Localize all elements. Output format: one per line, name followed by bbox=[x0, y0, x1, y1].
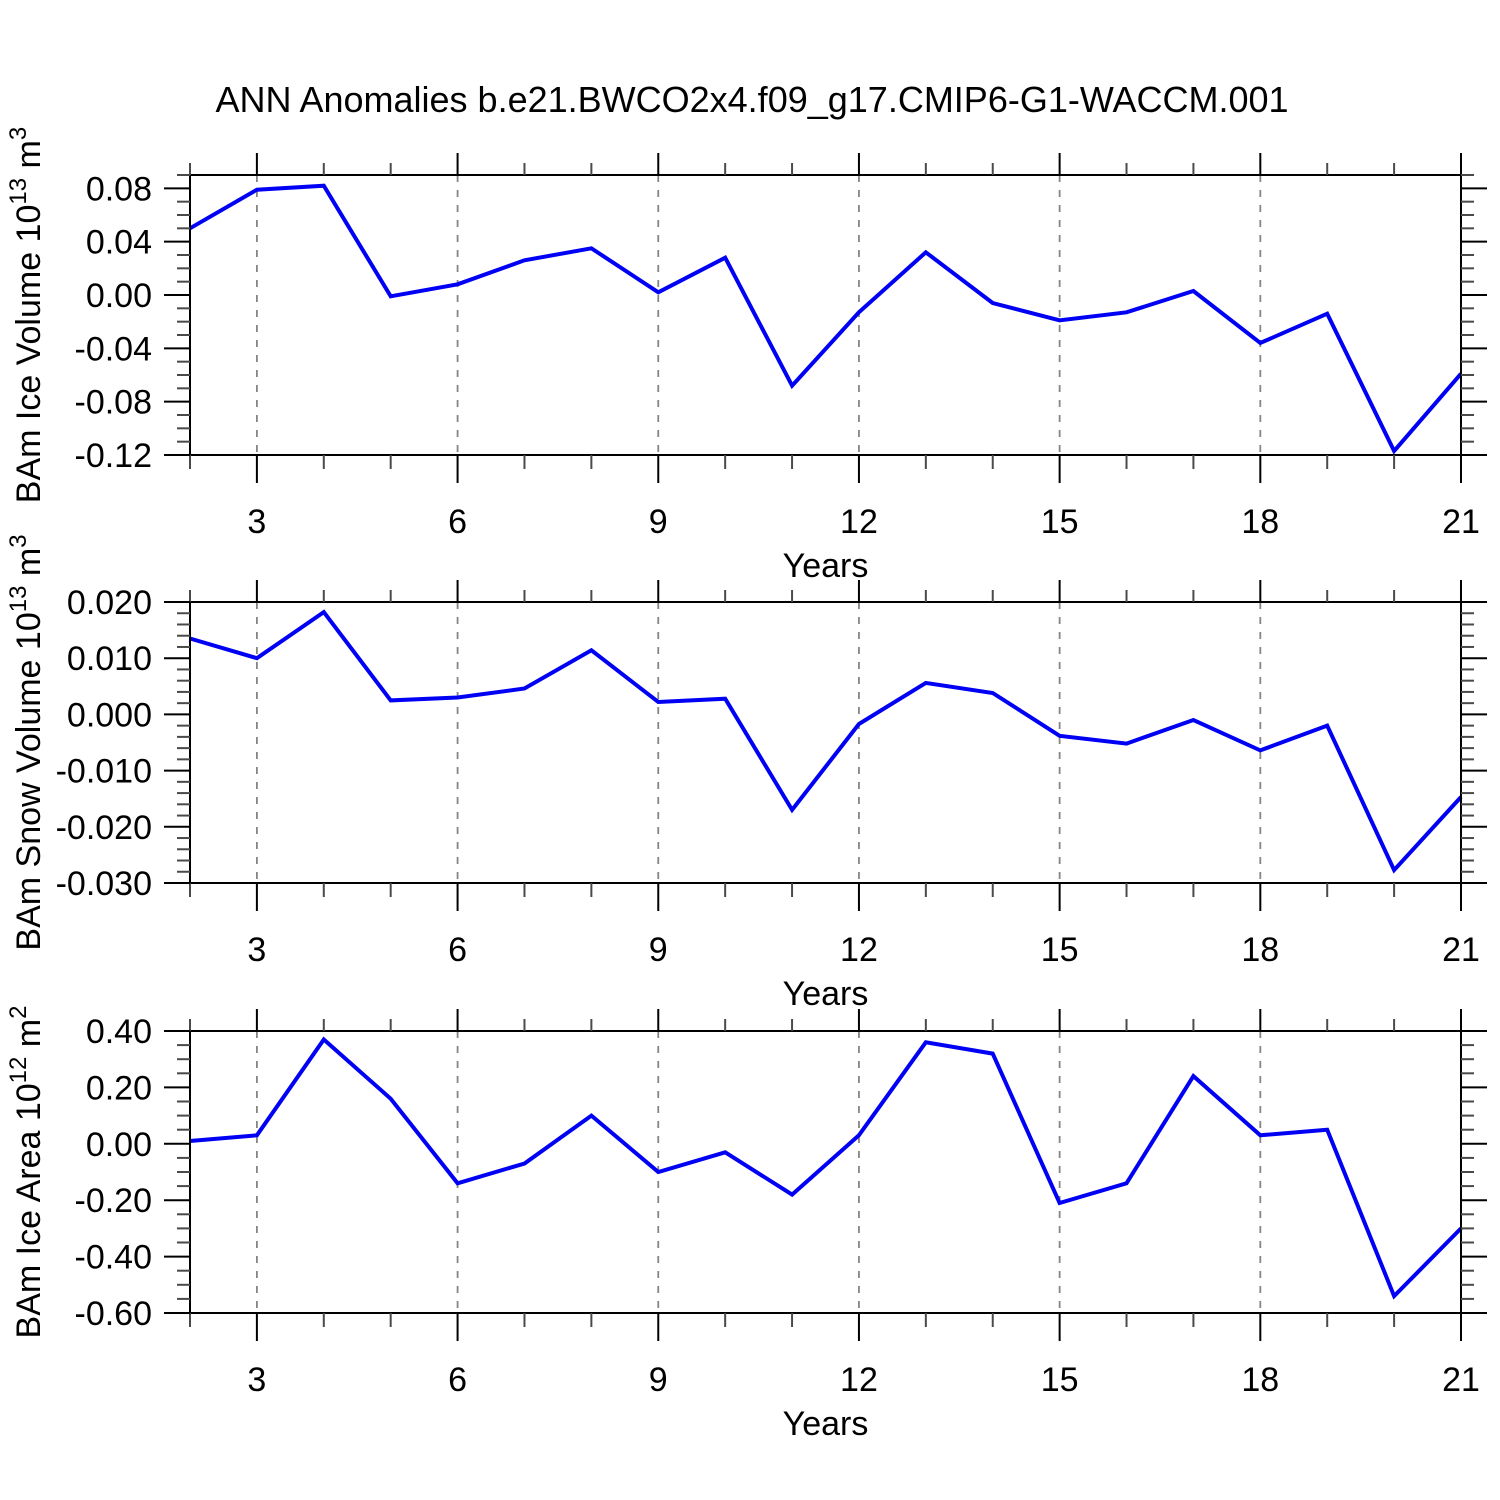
x-tick-label: 21 bbox=[1442, 503, 1480, 541]
y-tick-label: -0.04 bbox=[75, 330, 153, 368]
panel-snow-volume: 0.020 0.010 0.000 -0.010 -0.020 -0.030 3 6 9 12 15… bbox=[5, 534, 1487, 1013]
x-tick-label: 3 bbox=[247, 931, 266, 969]
y-tick-label: -0.08 bbox=[75, 384, 153, 422]
x-tick-label: 9 bbox=[649, 503, 668, 541]
x-tick-label: 15 bbox=[1041, 931, 1079, 969]
y-axis-label: BAm Snow Volume 1013 m3 bbox=[5, 534, 48, 950]
x-tick-label: 21 bbox=[1442, 931, 1480, 969]
y-tick-label: -0.20 bbox=[75, 1182, 153, 1220]
y-tick-label: 0.04 bbox=[86, 224, 152, 262]
x-axis-label: Years bbox=[783, 547, 869, 585]
x-tick-label: 18 bbox=[1241, 1361, 1279, 1399]
x-axis-label: Years bbox=[783, 1405, 869, 1443]
y-tick-label: -0.60 bbox=[75, 1295, 153, 1333]
x-tick-label: 9 bbox=[649, 931, 668, 969]
y-tick-label: 0.010 bbox=[67, 640, 152, 678]
series-line-snow-volume bbox=[189, 609, 1463, 874]
y-tick-label: 0.20 bbox=[86, 1069, 152, 1107]
y-axis-label: BAm Ice Area 1012 m2 bbox=[5, 1006, 48, 1339]
x-tick-label: 12 bbox=[840, 1361, 878, 1399]
plot-box bbox=[189, 1030, 1462, 1314]
series-line-ice-area bbox=[189, 1036, 1463, 1300]
x-tick-label: 3 bbox=[247, 503, 266, 541]
y-tick-label: 0.00 bbox=[86, 277, 152, 315]
x-tick-label: 21 bbox=[1442, 1361, 1480, 1399]
x-tick-label: 9 bbox=[649, 1361, 668, 1399]
x-tick-label: 18 bbox=[1241, 503, 1279, 541]
y-tick-label: 0.000 bbox=[67, 696, 152, 734]
plot-box bbox=[189, 601, 1462, 884]
x-tick-label: 12 bbox=[840, 503, 878, 541]
panel-ice-volume: 0.08 0.04 0.00 -0.04 -0.08 -0.12 3 6 9 12 15 18 21 Ye… bbox=[5, 127, 1487, 585]
y-tick-label: 0.020 bbox=[67, 584, 152, 622]
x-tick-label: 15 bbox=[1041, 1361, 1079, 1399]
x-tick-label: 3 bbox=[247, 1361, 266, 1399]
y-tick-label: -0.020 bbox=[56, 809, 152, 847]
chart-title: ANN Anomalies b.e21.BWCO2x4.f09_g17.CMIP… bbox=[215, 79, 1288, 120]
panel-ice-area: 0.40 0.20 0.00 -0.20 -0.40 -0.60 3 6 9 12 15 18 21 Ye… bbox=[5, 1006, 1487, 1443]
x-tick-label: 6 bbox=[448, 931, 467, 969]
y-tick-label: 0.40 bbox=[86, 1013, 152, 1051]
y-tick-label: -0.40 bbox=[75, 1239, 153, 1277]
y-tick-label: -0.010 bbox=[56, 753, 152, 791]
x-axis-label: Years bbox=[783, 975, 869, 1013]
y-tick-label: -0.030 bbox=[56, 865, 152, 903]
plot-box bbox=[189, 174, 1462, 456]
y-tick-label: -0.12 bbox=[75, 437, 153, 475]
x-tick-label: 6 bbox=[448, 1361, 467, 1399]
x-tick-label: 6 bbox=[448, 503, 467, 541]
x-tick-label: 12 bbox=[840, 931, 878, 969]
y-axis-label: BAm Ice Volume 1013 m3 bbox=[5, 127, 48, 503]
y-tick-label: 0.08 bbox=[86, 170, 152, 208]
y-tick-label: 0.00 bbox=[86, 1126, 152, 1164]
x-tick-label: 18 bbox=[1241, 931, 1279, 969]
x-tick-label: 15 bbox=[1041, 503, 1079, 541]
series-line-ice-volume bbox=[189, 183, 1463, 455]
